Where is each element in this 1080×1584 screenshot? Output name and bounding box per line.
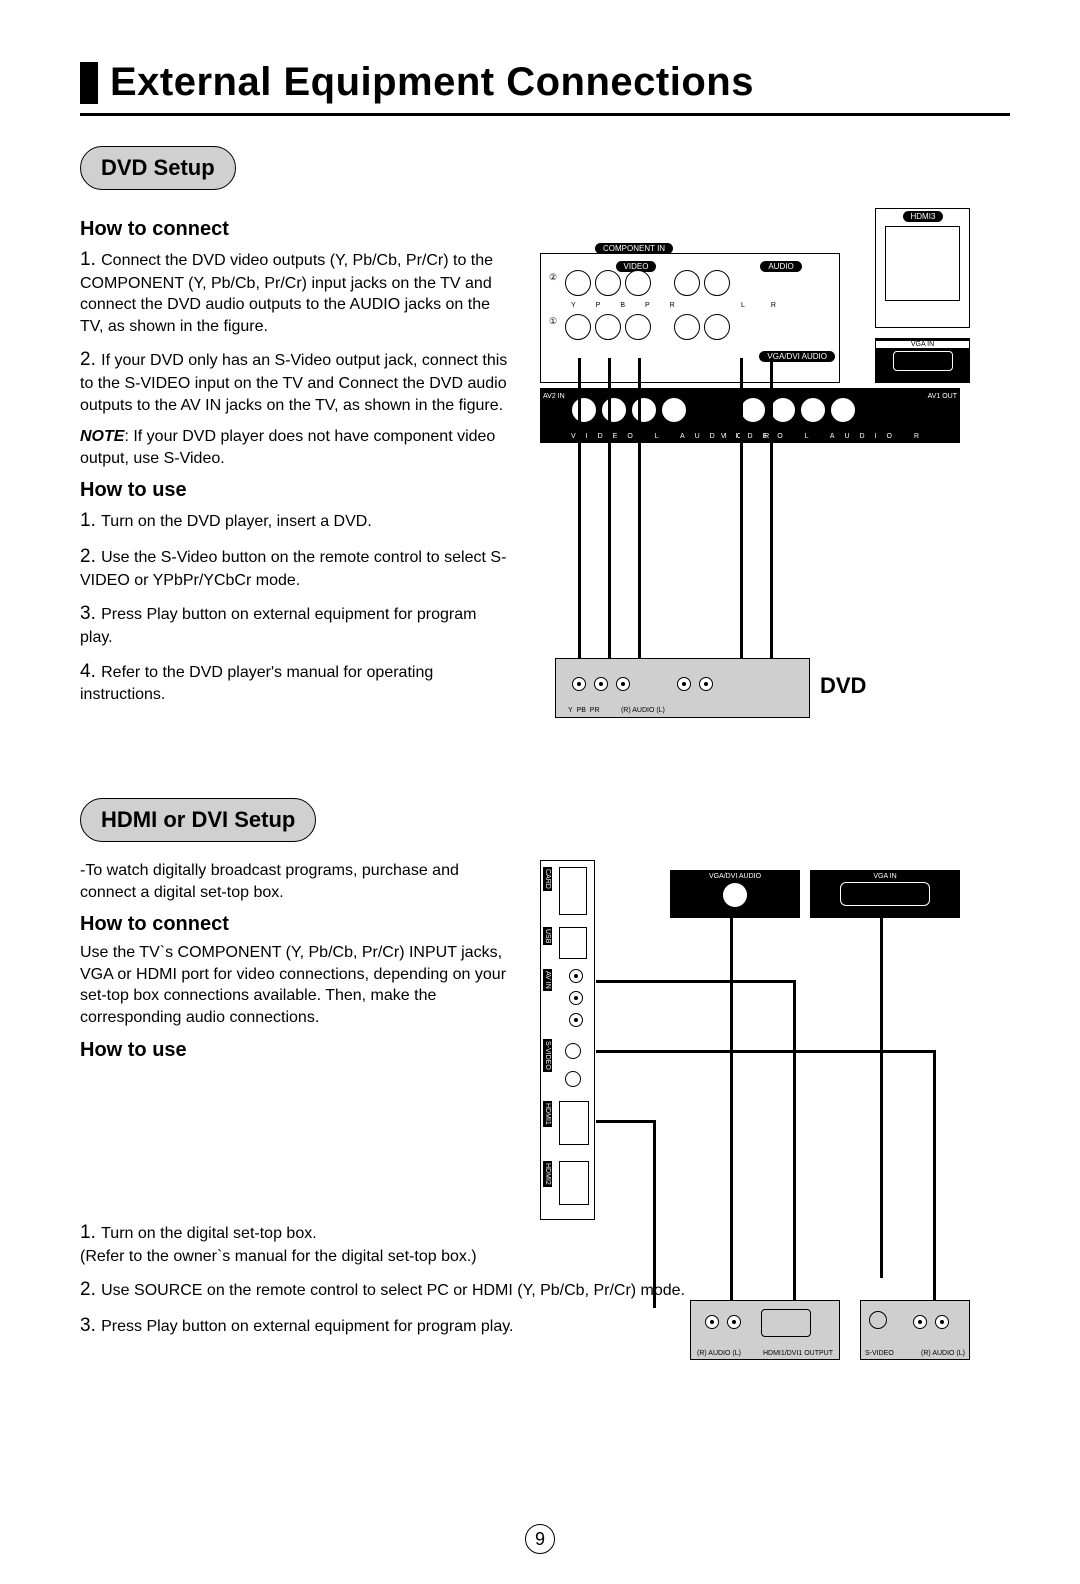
hdmi-use-head: How to use (80, 1039, 510, 1062)
page-header: External Equipment Connections (80, 60, 1010, 105)
hdmi-diagram-column: CARD USB AV IN S-VIDEO HDMI1 HDMI2 (540, 860, 1010, 1380)
cable-r (770, 358, 773, 658)
dvd-connect-head: How to connect (80, 218, 510, 241)
dvd-diagram-column: HDMI3 VGA IN COMPONENT IN VIDEO AUDIO ② (540, 208, 1010, 728)
dvd-diagram: HDMI3 VGA IN COMPONENT IN VIDEO AUDIO ② (540, 208, 970, 728)
row-1-marker: ① (549, 316, 557, 327)
dvd-use-1: 1. Turn on the DVD player, insert a DVD. (80, 508, 510, 534)
cable-av-h (596, 980, 796, 983)
aux-port-icon (565, 1071, 581, 1087)
dvd-note: NOTE: If your DVD player does not have c… (80, 426, 510, 469)
dvd-section: DVD Setup How to connect 1. Connect the … (80, 146, 1010, 728)
hdmi3-port-icon (885, 226, 960, 301)
stb-device-2: S-VIDEO (R) AUDIO (L) (860, 1300, 970, 1360)
dvd-device: Y PB PR (R) AUDIO (L) (555, 658, 810, 718)
cable-av-v (793, 980, 796, 1308)
hdmi2-port-icon (559, 1161, 589, 1205)
hdmi3-panel: HDMI3 (875, 208, 970, 328)
component-row-1 (563, 312, 732, 347)
hdmi1-port-icon (559, 1101, 589, 1145)
cable-hdmi-v (653, 1120, 656, 1308)
cable-pr (638, 358, 641, 658)
hdmi-section: HDMI or DVI Setup -To watch digitally br… (80, 798, 1010, 1339)
dvd-device-label: DVD (820, 673, 866, 699)
cable-hdmi-h (596, 1120, 656, 1123)
hdmi-badge: HDMI or DVI Setup (80, 798, 316, 842)
svideo-jack-icon (869, 1311, 887, 1329)
title-underline (80, 113, 1010, 116)
av-bottom-labels-2: VIDEO L AUDIO R (721, 433, 929, 440)
dvd-use-head: How to use (80, 479, 510, 502)
vga-audio-panel: VGA/DVI AUDIO (670, 870, 800, 918)
component-panel: VIDEO AUDIO ② YPBPR LR (540, 253, 840, 383)
stb-device-1: (R) AUDIO (L) HDMI1/DVI1 OUTPUT (690, 1300, 840, 1360)
lr-labels: LR (741, 302, 802, 309)
av-panel: AV2 IN AV1 OUT VIDEO L AUDIO R VIDEO L A… (540, 388, 960, 443)
vga-in-panel-2: VGA IN (810, 870, 960, 918)
dvd-badge: DVD Setup (80, 146, 236, 190)
dvd-step-2: 2. If your DVD only has an S-Video outpu… (80, 347, 510, 416)
title-accent-bar (80, 62, 98, 104)
hdmi-connect-text: Use the TV`s COMPONENT (Y, Pb/Cb, Pr/Cr)… (80, 942, 510, 1028)
cable-svideo-v (933, 1050, 936, 1308)
dvd-step-1: 1. Connect the DVD video outputs (Y, Pb/… (80, 247, 510, 337)
row-2-marker: ② (549, 272, 557, 283)
page-number: 9 (525, 1524, 555, 1554)
ypbpr-labels: YPBPR (571, 302, 695, 309)
cable-audio (730, 918, 733, 1308)
dvd-use-4: 4. Refer to the DVD player's manual for … (80, 659, 510, 706)
vga-in-panel: VGA IN (875, 338, 970, 383)
card-slot-icon (559, 867, 587, 915)
svideo-port-icon (565, 1043, 581, 1059)
vga-connector-icon (840, 882, 930, 906)
cable-y (578, 358, 581, 658)
hdmi-diagram: CARD USB AV IN S-VIDEO HDMI1 HDMI2 (540, 860, 970, 1380)
hdmi-connect-head: How to connect (80, 913, 510, 936)
dvd-use-3: 3. Press Play button on external equipme… (80, 601, 510, 648)
dvd-jack-labels: Y PB PR (R) AUDIO (L) (568, 707, 665, 714)
cable-svideo-h (596, 1050, 936, 1053)
usb-port-icon (559, 927, 587, 959)
hdmi-out-icon (761, 1309, 811, 1337)
cable-pb (608, 358, 611, 658)
page-title: External Equipment Connections (110, 60, 754, 105)
dvd-text-column: How to connect 1. Connect the DVD video … (80, 208, 510, 728)
cable-vga (880, 918, 883, 1278)
hdmi-intro: -To watch digitally broadcast programs, … (80, 860, 510, 903)
dvd-use-2: 2. Use the S-Video button on the remote … (80, 544, 510, 591)
component-row-2 (563, 268, 732, 303)
vga-port-icon (893, 351, 953, 371)
cable-l (740, 358, 743, 658)
side-port-strip: CARD USB AV IN S-VIDEO HDMI1 HDMI2 (540, 860, 595, 1220)
